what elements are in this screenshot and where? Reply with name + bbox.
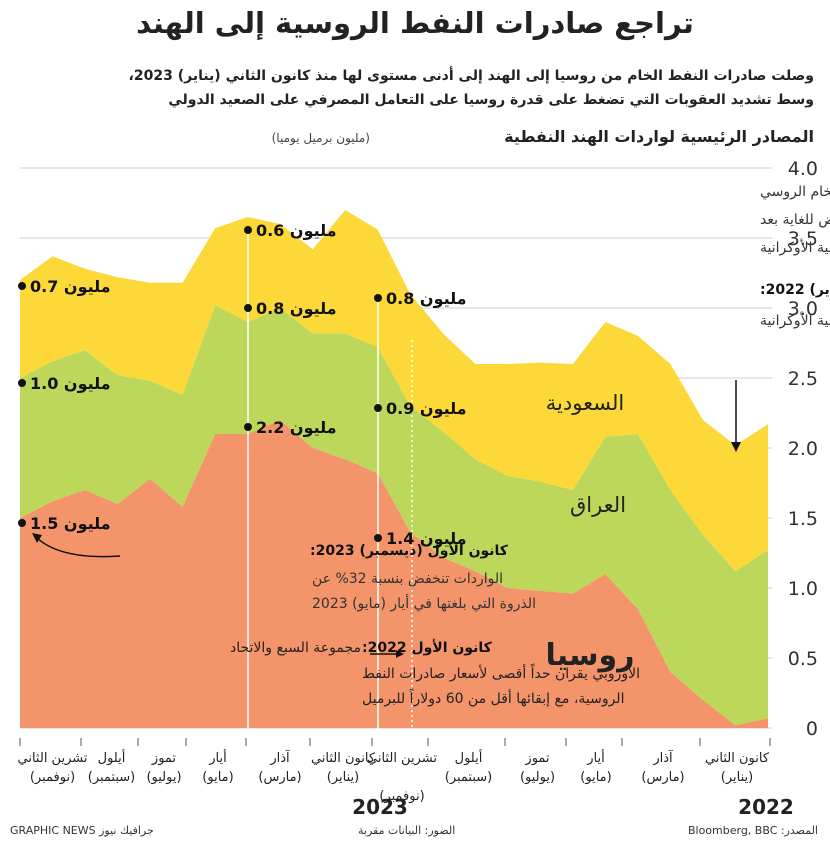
series-areas (20, 210, 768, 728)
x-tick-label-sub: (سبتمبر) (445, 770, 493, 785)
value-dot (18, 282, 26, 290)
series-name: السعودية (546, 391, 624, 415)
value-label: 0.7 مليون (30, 277, 111, 296)
value-dot (374, 294, 382, 302)
x-tick-label: آذار (269, 749, 291, 766)
note-dec-2022-title: كانون الأول 2022: (362, 639, 493, 656)
value-dot (244, 423, 252, 431)
note-dec-2023: الواردات تنخفض بنسبة 32% عن (312, 571, 503, 587)
note-dec-2022: الروسية، مع إبقائها أقل من 60 دولاراً لل… (362, 688, 624, 707)
x-tick-label: أيلول (455, 749, 483, 766)
x-axis: تشرين الثاني (نوفمبر) أيلول (سبتمبر) تموز (يو… (18, 738, 794, 819)
value-label: 0.8 مليون (386, 289, 467, 308)
note-feb-2022-title: شباط (فبراير) 2022: (760, 282, 830, 298)
value-labels: 0.7 مليون 1.0 مليون 1.5 مليون 0.6 مليون 0.8 … (18, 221, 467, 548)
arrow-head-dec-2023 (32, 533, 42, 543)
note-dec-2023-title: كانون الأول (ديسمبر) 2023: (310, 542, 509, 559)
arrow-head-feb-2022 (731, 442, 741, 452)
arrow-dec-2023 (35, 536, 121, 558)
x-tick-label-sub: (مارس) (641, 770, 684, 785)
x-tick-label-sub: (يناير) (327, 770, 359, 785)
y-tick-label: 4.0 (788, 158, 818, 180)
chart-unit: (مليون برميل يوميا) (271, 131, 370, 145)
x-tick-label: تشرين الثاني (367, 751, 437, 766)
footer-photos: الصور: البيانات مقربة (358, 824, 456, 837)
page-title: تراجع صادرات النفط الروسية إلى الهند (136, 6, 694, 40)
value-dot (18, 519, 26, 527)
subtitle-line-2: وسط تشديد العقوبات التي تضغط على قدرة رو… (168, 92, 814, 108)
note-india-purchase: بدأت الهند في شراء الخام الروسي (760, 182, 830, 200)
chart-title: المصادر الرئيسية لواردات الهند النفطية (504, 127, 814, 146)
value-dot (374, 404, 382, 412)
x-tick-label: أيار (208, 749, 226, 766)
footer-brand: GRAPHIC NEWS جرافيك نيوز (10, 824, 154, 837)
x-tick-label-sub: (يوليو) (520, 770, 555, 785)
note-india-purchase: بسعر مخفض للغاية بعد (760, 212, 830, 228)
y-tick-label: 1.5 (788, 508, 818, 530)
x-tick-label-sub: (سبتمبر) (88, 770, 136, 785)
series-names: روسيا العراق السعودية (546, 391, 635, 673)
footer-source: المصدر: Bloomberg, BBC (687, 824, 818, 837)
area-russia (20, 420, 768, 728)
value-label: 1.0 مليون (30, 374, 111, 393)
y-tick-label: 2.0 (788, 438, 818, 460)
x-tick-label: كانون الثاني (311, 751, 376, 766)
value-label: 0.8 مليون (256, 299, 337, 318)
area-iraq (20, 305, 768, 726)
y-tick-label: 1.0 (788, 578, 818, 600)
y-tick-label: 3.5 (788, 228, 818, 250)
note-dec-2022: الأوروبي يقران حداً أقصى لأسعار صادرات ا… (362, 663, 640, 682)
x-tick-label-sub: (مارس) (258, 770, 301, 785)
year-label-2022: 2022 (738, 795, 794, 819)
value-label: 2.2 مليون (256, 418, 337, 437)
x-tick-label: تموز (151, 751, 177, 766)
x-tick-label: آذار (652, 749, 674, 766)
y-tick-label: 0.5 (788, 648, 818, 670)
note-india-purchase: بدء الأزمة الروسية الأوكرانية (760, 238, 830, 256)
value-dot (18, 379, 26, 387)
value-label: 1.4 مليون (386, 529, 467, 548)
area-saudi (20, 210, 768, 572)
y-tick-label: 0 (806, 718, 818, 740)
y-tick-label: 3.0 (788, 298, 818, 320)
x-tick-label-sub: (يوليو) (146, 770, 181, 785)
marker-lines (247, 230, 413, 742)
x-tick-label-sub: (مايو) (580, 770, 611, 785)
value-label: 0.9 مليون (386, 399, 467, 418)
value-label: 1.5 مليون (30, 514, 111, 533)
y-axis: 0 0.5 1.0 1.5 2.0 2.5 3.0 3.5 4.0 (788, 158, 818, 740)
value-dot (244, 226, 252, 234)
x-tick-label-sub: (نوفمبر) (30, 770, 75, 785)
y-tick-label: 2.5 (788, 368, 818, 390)
year-label-2023: 2023 (352, 795, 408, 819)
x-tick-label-sub: (يناير) (721, 770, 753, 785)
note-dec-2023: الذروة التي بلغتها في أيار (مايو) 2023 (312, 594, 536, 612)
subtitle-line-1: وصلت صادرات النفط الخام من روسيا إلى اله… (128, 68, 814, 84)
value-label: 0.6 مليون (256, 221, 337, 240)
x-tick-label: أيلول (98, 749, 126, 766)
arrow-head-dec-2022 (396, 650, 404, 658)
x-tick-label: أيار (586, 749, 604, 766)
x-tick-label: تموز (524, 751, 550, 766)
annotations: بدأت الهند في شراء الخام الروسي بسعر مخفض… (32, 182, 830, 707)
note-dec-2022-rest: مجموعة السبع والاتحاد (230, 640, 361, 656)
series-name: روسيا (546, 638, 635, 673)
series-name: العراق (570, 493, 626, 517)
x-tick-label: تشرين الثاني (18, 751, 88, 766)
x-tick-label-sub: (نوفمبر) (379, 789, 424, 804)
value-dot (374, 534, 382, 542)
note-feb-2022: بدء الأزمة الروسية الأوكرانية (760, 311, 830, 329)
x-tick-label-sub: (مايو) (202, 770, 233, 785)
value-dot (244, 304, 252, 312)
x-tick-label: كانون الثاني (705, 751, 770, 766)
